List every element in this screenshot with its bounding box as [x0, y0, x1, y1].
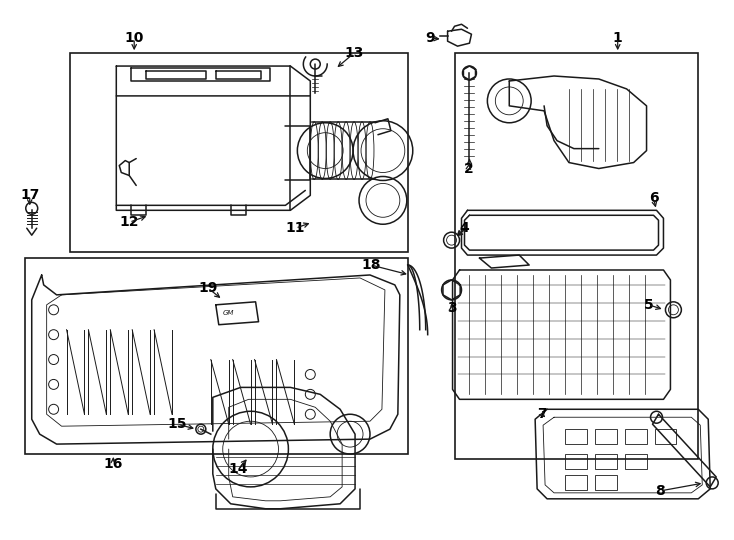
Bar — [595, 475, 617, 490]
Text: 11: 11 — [286, 221, 305, 235]
Text: 17: 17 — [20, 188, 40, 202]
Bar — [565, 429, 587, 444]
Bar — [70, 53, 408, 252]
Text: 10: 10 — [125, 31, 144, 45]
Bar — [454, 53, 698, 459]
Text: 5: 5 — [644, 298, 653, 312]
Text: 1: 1 — [613, 31, 622, 45]
Bar — [595, 454, 617, 469]
Bar — [625, 429, 647, 444]
Text: 15: 15 — [167, 417, 186, 431]
Text: GM: GM — [223, 310, 234, 316]
Bar — [565, 475, 587, 490]
Bar — [655, 429, 677, 444]
Text: 16: 16 — [103, 457, 123, 471]
Text: 14: 14 — [229, 462, 248, 476]
Bar — [625, 454, 647, 469]
Text: 4: 4 — [459, 221, 469, 235]
Bar — [25, 258, 408, 454]
Text: 12: 12 — [120, 215, 139, 230]
Text: 6: 6 — [649, 191, 658, 205]
Text: 19: 19 — [198, 281, 217, 295]
Bar — [565, 454, 587, 469]
Text: 3: 3 — [447, 301, 457, 315]
Text: 2: 2 — [464, 161, 473, 176]
Text: 7: 7 — [537, 407, 547, 421]
Text: 8: 8 — [655, 484, 665, 498]
Text: 18: 18 — [361, 258, 381, 272]
Bar — [595, 429, 617, 444]
Text: 13: 13 — [344, 46, 364, 60]
Text: 9: 9 — [425, 31, 435, 45]
